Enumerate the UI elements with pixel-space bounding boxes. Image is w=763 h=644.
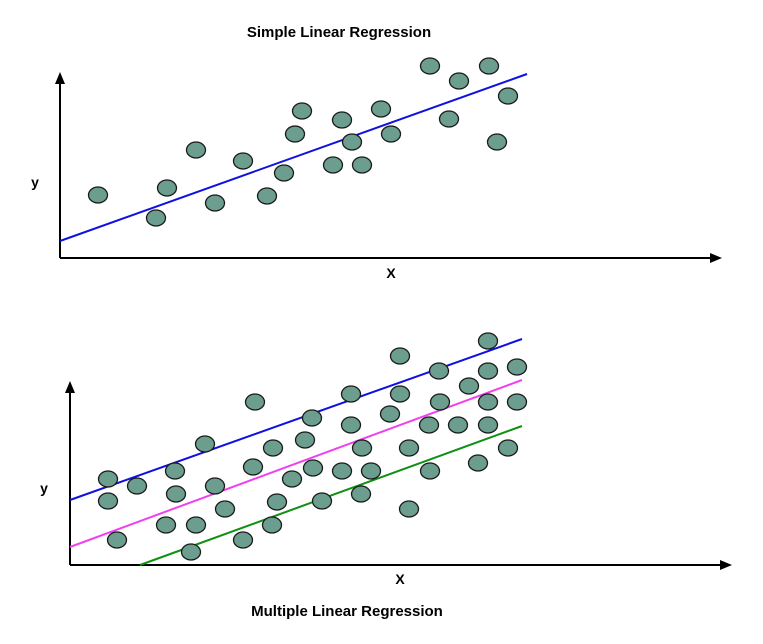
bottom-scatter-point <box>418 416 440 434</box>
top-scatter-points <box>87 57 519 227</box>
top-scatter-point <box>438 110 460 128</box>
bottom-scatter-point <box>467 454 489 472</box>
top-scatter-point <box>419 57 441 75</box>
bottom-scatter-point <box>106 531 128 549</box>
top-scatter-point <box>145 209 167 227</box>
bottom-scatter-point <box>497 439 519 457</box>
bottom-scatter-point <box>262 439 284 457</box>
bottom-scatter-point <box>379 405 401 423</box>
top-scatter-point <box>273 164 295 182</box>
multiple-regression-panel: y X Multiple Linear Regression <box>40 332 732 620</box>
bottom-scatter-point <box>302 459 324 477</box>
bottom-scatter-point <box>311 492 333 510</box>
bottom-scatter-point <box>97 470 119 488</box>
bottom-scatter-point <box>351 439 373 457</box>
bottom-scatter-point <box>294 431 316 449</box>
bottom-scatter-point <box>232 531 254 549</box>
bottom-scatter-point <box>506 358 528 376</box>
bottom-y-axis-label: y <box>40 480 48 496</box>
bottom-scatter-point <box>389 385 411 403</box>
top-x-axis-arrow <box>710 253 722 263</box>
bottom-y-axis-arrow <box>65 381 75 393</box>
bottom-scatter-point <box>242 458 264 476</box>
bottom-scatter-point <box>214 500 236 518</box>
bottom-x-axis-arrow <box>720 560 732 570</box>
bottom-scatter-point <box>194 435 216 453</box>
bottom-scatter-point <box>331 462 353 480</box>
bottom-scatter-point <box>477 332 499 350</box>
bottom-scatter-point <box>419 462 441 480</box>
bottom-scatter-point <box>261 516 283 534</box>
top-scatter-point <box>478 57 500 75</box>
bottom-scatter-point <box>266 493 288 511</box>
top-scatter-point <box>291 102 313 120</box>
bottom-scatter-point <box>389 347 411 365</box>
top-scatter-point <box>341 133 363 151</box>
simple-regression-panel: Simple Linear Regression y X <box>31 24 722 281</box>
bottom-scatter-point <box>458 377 480 395</box>
bottom-scatter-point <box>477 362 499 380</box>
simple-regression-title: Simple Linear Regression <box>247 24 431 41</box>
bottom-scatter-points <box>97 332 528 561</box>
regression-line-green <box>139 425 523 566</box>
top-scatter-point <box>87 186 109 204</box>
bottom-scatter-point <box>428 362 450 380</box>
multiple-regression-title: Multiple Linear Regression <box>251 603 443 620</box>
bottom-scatter-point <box>429 393 451 411</box>
bottom-scatter-point <box>165 485 187 503</box>
bottom-scatter-point <box>244 393 266 411</box>
bottom-scatter-point <box>164 462 186 480</box>
bottom-scatter-point <box>97 492 119 510</box>
bottom-scatter-point <box>447 416 469 434</box>
regression-line <box>59 73 528 242</box>
top-scatter-point <box>156 179 178 197</box>
bottom-scatter-point <box>477 416 499 434</box>
bottom-scatter-point <box>180 543 202 561</box>
bottom-scatter-point <box>506 393 528 411</box>
top-scatter-point <box>497 87 519 105</box>
top-scatter-point <box>351 156 373 174</box>
top-y-axis-label: y <box>31 174 39 190</box>
bottom-scatter-point <box>155 516 177 534</box>
top-scatter-point <box>256 187 278 205</box>
bottom-scatter-point <box>185 516 207 534</box>
top-scatter-point <box>232 152 254 170</box>
bottom-scatter-point <box>360 462 382 480</box>
bottom-scatter-point <box>340 385 362 403</box>
bottom-scatter-point <box>398 500 420 518</box>
top-scatter-point <box>284 125 306 143</box>
bottom-scatter-point <box>204 477 226 495</box>
top-scatter-point <box>322 156 344 174</box>
top-scatter-point <box>448 72 470 90</box>
bottom-scatter-point <box>340 416 362 434</box>
top-scatter-point <box>204 194 226 212</box>
bottom-scatter-point <box>301 409 323 427</box>
bottom-scatter-point <box>281 470 303 488</box>
top-x-axis-label: X <box>386 265 396 281</box>
top-scatter-point <box>331 111 353 129</box>
bottom-scatter-point <box>126 477 148 495</box>
bottom-x-axis-label: X <box>395 571 405 587</box>
top-y-axis-arrow <box>55 72 65 84</box>
top-scatter-point <box>380 125 402 143</box>
bottom-scatter-point <box>477 393 499 411</box>
top-scatter-point <box>370 100 392 118</box>
regression-line-magenta <box>69 379 523 548</box>
bottom-scatter-point <box>350 485 372 503</box>
bottom-scatter-point <box>398 439 420 457</box>
top-scatter-point <box>185 141 207 159</box>
top-scatter-point <box>486 133 508 151</box>
